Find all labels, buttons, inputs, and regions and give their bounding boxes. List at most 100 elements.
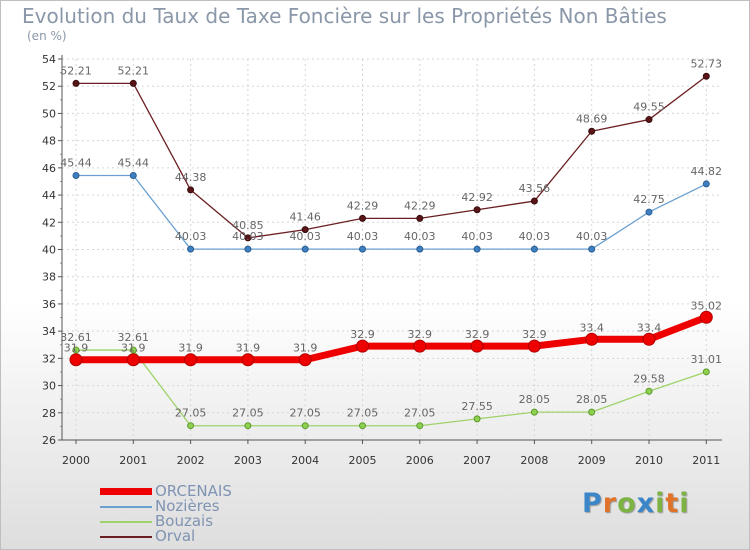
legend-swatch-orval xyxy=(100,536,152,538)
data-label-orval-2003: 40.85 xyxy=(232,219,264,232)
logo-letter: P xyxy=(582,488,603,519)
tick-label-x-2009: 2009 xyxy=(578,454,606,467)
data-label-nozires-2007: 40.03 xyxy=(461,230,493,243)
data-point-orval-2005 xyxy=(359,214,366,222)
data-label-orcenais-2006: 32.9 xyxy=(408,328,433,341)
data-label-orval-2011: 52.73 xyxy=(691,57,723,70)
tick-label-y-30: 30 xyxy=(42,380,56,393)
data-label-nozires-2011: 44.82 xyxy=(691,165,723,178)
series-line-orcenais xyxy=(76,313,708,364)
data-point-nozires-2011 xyxy=(702,180,710,188)
data-point-bouzais-2000 xyxy=(72,346,80,354)
tick-label-x-2010: 2010 xyxy=(635,454,663,467)
data-label-nozires-2005: 40.03 xyxy=(347,230,379,243)
data-point-orcenais-2006 xyxy=(413,339,427,353)
data-point-bouzais-2008 xyxy=(530,408,538,416)
data-point-orval-2004 xyxy=(301,226,309,234)
data-point-nozires-2008 xyxy=(530,245,538,253)
data-point-nozires-2006 xyxy=(416,245,424,253)
data-point-bouzais-2006 xyxy=(416,422,424,430)
data-point-orval-2003 xyxy=(244,234,252,242)
data-point-orcenais-2000 xyxy=(69,353,83,367)
series-line-orval xyxy=(76,75,707,239)
data-point-orval-2008 xyxy=(530,197,538,205)
logo-letter: i xyxy=(679,488,690,519)
data-point-orval-2007 xyxy=(473,206,481,214)
tick-label-y-52: 52 xyxy=(42,80,56,93)
tick-label-x-2003: 2003 xyxy=(234,454,262,467)
tick-label-y-28: 28 xyxy=(42,407,56,420)
data-point-orcenais-2004 xyxy=(298,353,312,367)
data-point-orval-2011 xyxy=(702,72,710,80)
data-labels: 52.21 52.21 44.38 40.85 41.46 42.29 42.29 42.92… xyxy=(60,57,722,419)
data-point-nozires-2003 xyxy=(244,245,252,253)
logo-letter: t xyxy=(665,488,680,519)
data-point-nozires-2010 xyxy=(645,208,653,216)
tick-label-x-2002: 2002 xyxy=(177,454,205,467)
data-label-orcenais-2003: 31.9 xyxy=(236,342,261,355)
series-line-nozires xyxy=(76,174,707,250)
data-point-nozires-2007 xyxy=(473,245,481,253)
data-label-orcenais-2008: 32.9 xyxy=(522,328,547,341)
data-label-nozires-2004: 40.03 xyxy=(289,230,321,243)
data-point-orval-2002 xyxy=(187,186,195,194)
data-label-nozires-2008: 40.03 xyxy=(519,230,551,243)
data-label-nozires-2006: 40.03 xyxy=(404,230,436,243)
data-point-bouzais-2003 xyxy=(244,422,252,430)
legend-label-orcenais: ORCENAIS xyxy=(155,482,232,500)
chart-title: Evolution du Taux de Taxe Foncière sur l… xyxy=(22,4,667,28)
data-label-nozires-2000: 45.44 xyxy=(60,156,92,169)
data-point-bouzais-2010 xyxy=(645,387,653,395)
logo-letter: r xyxy=(602,488,618,519)
legend-label-orval: Orval xyxy=(155,527,196,545)
data-point-bouzais-2004 xyxy=(301,422,309,430)
tick-label-y-38: 38 xyxy=(42,271,56,284)
data-label-orval-2000: 52.21 xyxy=(60,64,92,77)
data-point-orcenais-2005 xyxy=(356,339,369,353)
tick-label-x-2006: 2006 xyxy=(406,454,434,467)
data-label-bouzais-2000: 32.61 xyxy=(60,331,92,344)
data-label-orval-2001: 52.21 xyxy=(118,64,150,77)
data-point-orcenais-2003 xyxy=(241,353,255,367)
tick-label-x-2001: 2001 xyxy=(119,454,147,467)
tick-label-y-44: 44 xyxy=(42,189,56,202)
tick-label-y-42: 42 xyxy=(42,216,56,229)
data-point-nozires-2005 xyxy=(359,245,366,253)
data-label-orcenais-2004: 31.9 xyxy=(293,342,318,355)
data-point-orval-2001 xyxy=(129,79,137,87)
tick-label-x-2008: 2008 xyxy=(520,454,548,467)
data-label-orval-2006: 42.29 xyxy=(404,199,436,212)
data-point-bouzais-2005 xyxy=(359,422,366,430)
legend-label-nozieres: Nozières xyxy=(155,497,220,515)
tick-label-x-2005: 2005 xyxy=(349,454,377,467)
data-label-orval-2010: 49.55 xyxy=(633,101,665,114)
unit-label: (en %) xyxy=(27,29,67,43)
data-label-bouzais-2006: 27.05 xyxy=(404,407,436,420)
data-point-orcenais-2008 xyxy=(527,339,541,353)
data-point-bouzais-2001 xyxy=(129,346,137,354)
series-line-bouzais xyxy=(76,349,707,427)
data-label-bouzais-2004: 27.05 xyxy=(289,407,321,420)
tick-label-y-50: 50 xyxy=(42,107,56,120)
data-point-orcenais-2007 xyxy=(470,339,484,353)
data-label-nozires-2003: 40.03 xyxy=(232,230,264,243)
data-label-orcenais-2011: 35.02 xyxy=(691,299,723,312)
data-point-nozires-2009 xyxy=(588,245,596,253)
tick-label-y-48: 48 xyxy=(42,135,56,148)
tick-label-x-2011: 2011 xyxy=(692,454,720,467)
data-point-orcenais-2011 xyxy=(699,310,713,324)
data-point-nozires-2004 xyxy=(301,245,309,253)
logo-letter: x xyxy=(636,488,656,519)
data-point-orcenais-2009 xyxy=(585,332,599,346)
legend-swatch-orcenais xyxy=(100,488,152,495)
data-point-orval-2006 xyxy=(416,214,424,222)
data-label-bouzais-2011: 31.01 xyxy=(691,353,723,366)
data-point-bouzais-2002 xyxy=(187,422,195,430)
data-label-bouzais-2003: 27.05 xyxy=(232,407,264,420)
data-label-orval-2007: 42.92 xyxy=(461,191,493,204)
axes: 26 28 30 32 34 36 38 40 42 44 46 48 50 52 54 2000 2001 20… xyxy=(42,53,722,467)
data-point-orval-2010 xyxy=(645,116,653,124)
tick-label-y-32: 32 xyxy=(42,352,56,365)
